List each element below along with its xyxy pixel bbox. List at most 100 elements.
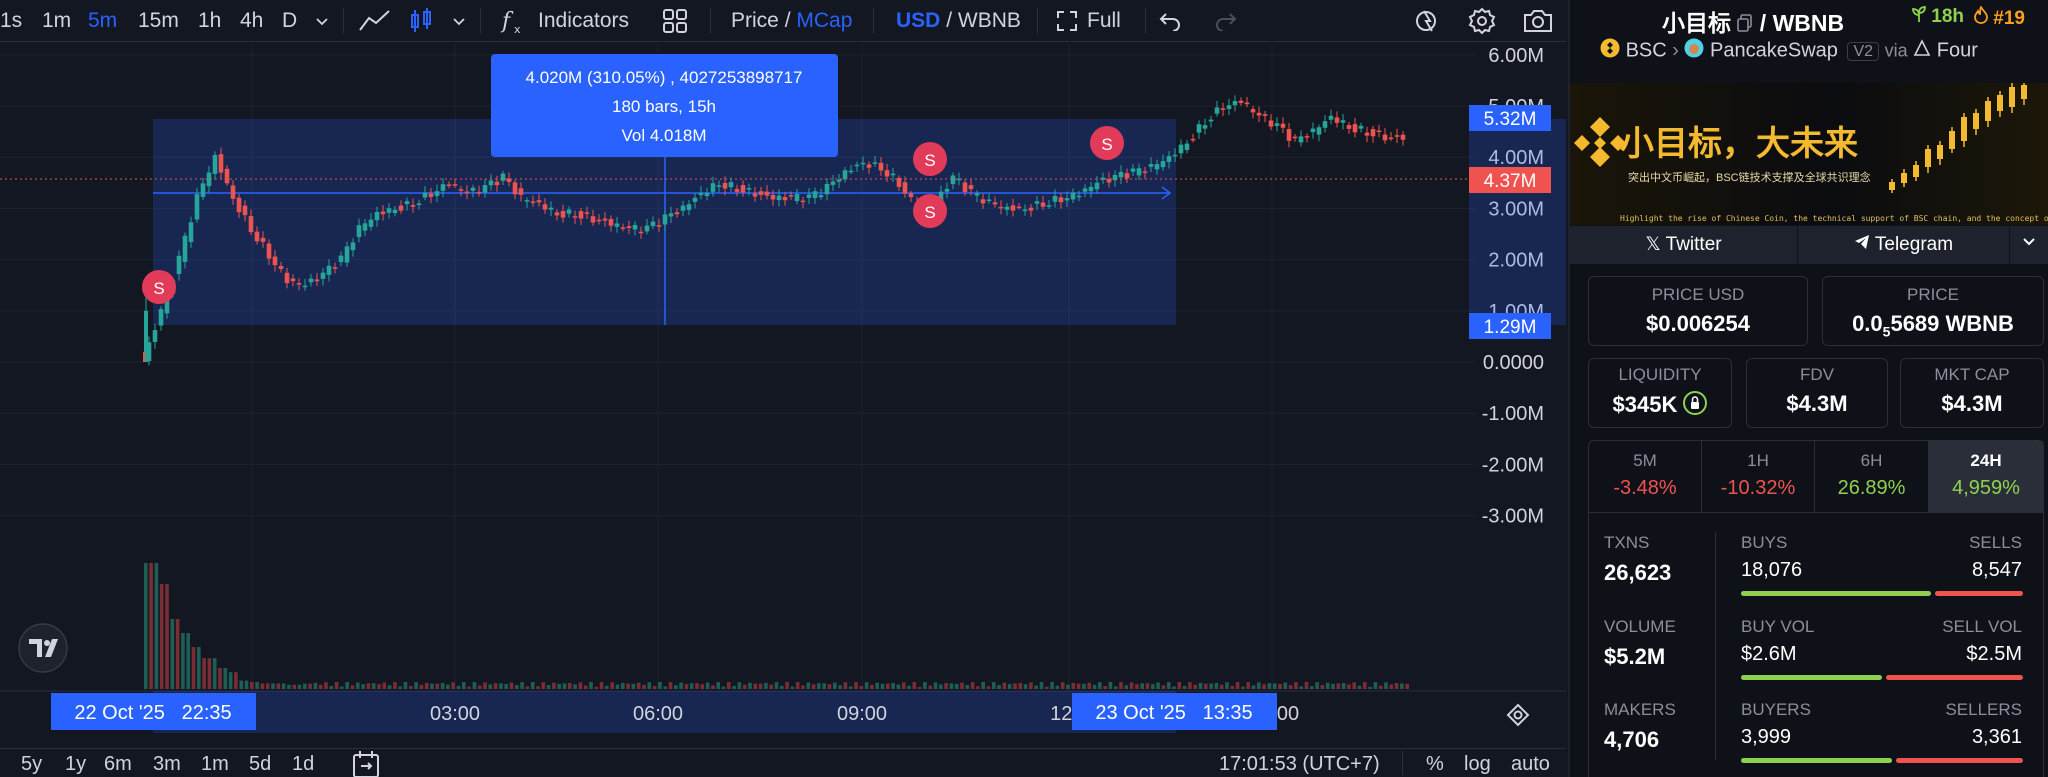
line-chart-icon[interactable] [358,0,392,42]
screenshot-camera-icon[interactable] [1522,0,1554,42]
interval-1h[interactable]: 1h [198,9,222,32]
x-logo-icon: 𝕏 [1645,234,1661,255]
volume-bar [1145,683,1150,689]
volume-bar [742,684,747,689]
volume-bar [954,683,959,689]
price-toggle[interactable]: Price / MCap [731,0,852,42]
telegram-button[interactable]: Telegram [1799,226,2008,264]
sell-marker[interactable]: S [913,194,947,228]
launchpad-name[interactable]: Four [1936,39,1978,62]
volume-bar [668,682,673,689]
change-tab-24h[interactable]: 24H 4,959% [1929,441,2043,513]
currency-toggle[interactable]: USD / WBNB [896,0,1021,42]
fullscreen-icon[interactable] [1056,0,1078,42]
change-tab-6h[interactable]: 6H 26.89% [1815,441,1929,513]
volume-bar [674,685,678,689]
candle-body [158,309,164,326]
volume-bar [1103,686,1107,689]
sell-marker[interactable]: S [1090,126,1124,160]
candle-body [218,154,224,173]
candle-body [326,265,332,275]
candle-body [1106,179,1112,183]
candle-body [740,185,746,193]
candle-body [938,191,944,203]
volume-bar [992,682,996,689]
layout-grid-icon[interactable] [662,0,688,42]
change-6h-label: 6H [1860,451,1883,470]
volume-bar [891,682,895,689]
settings-gear-icon[interactable] [1468,0,1496,42]
volume-bar [451,682,455,689]
sell-marker[interactable]: S [142,270,176,304]
chart-type-dropdown-icon[interactable] [451,0,467,42]
twitter-button[interactable]: 𝕏 Twitter [1570,226,1798,264]
range-5d[interactable]: 5d [249,753,272,775]
range-1d[interactable]: 1d [292,753,315,775]
more-links-chevron-down-icon[interactable] [2009,226,2048,264]
interval-4h[interactable]: 4h [240,9,264,32]
volume-bar [907,685,911,689]
volume-bar [387,685,392,689]
candle-body [200,183,206,197]
auto-scale-toggle[interactable]: auto [1511,753,1550,775]
candle-body [272,256,278,266]
candle-body [434,191,440,197]
interval-1m[interactable]: 1m [42,9,72,32]
buyers-ratio-bar [1741,758,1892,763]
interval-5m[interactable]: 5m [88,9,118,32]
candle-body [1034,201,1040,204]
log-scale-toggle[interactable]: log [1464,753,1491,775]
clock-readout[interactable]: 17:01:53 (UTC+7) [1219,753,1380,775]
volume-bar [1378,685,1383,689]
interval-dropdown-icon[interactable] [314,0,330,42]
indicators-button[interactable]: Indicators [538,9,630,32]
change-tab-1h[interactable]: 1H -10.32% [1702,441,1815,513]
volume-bar [541,682,546,689]
token-banner[interactable]: 小目标，大未来 突出中文币崛起，BSC链技术支撑及全球共识理念 Highligh… [1570,83,2048,225]
range-5y[interactable]: 5y [21,753,43,775]
sell-marker[interactable]: S [913,142,947,176]
change-5m-value: -3.48% [1613,477,1677,499]
range-1y[interactable]: 1y [65,753,87,775]
fullscreen-button[interactable]: Full [1087,9,1121,32]
change-tab-5m[interactable]: 5M -3.48% [1589,441,1702,513]
range-1m[interactable]: 1m [201,753,229,775]
goto-date-calendar-icon[interactable] [352,751,380,777]
volume-bar [1087,682,1091,689]
interval-1s[interactable]: 1s [0,9,23,32]
range-3m[interactable]: 3m [153,753,181,775]
volume-bar [981,682,985,689]
candle-body [656,225,662,227]
quick-search-icon[interactable] [1414,0,1442,42]
candle-body [704,192,710,197]
undo-icon[interactable] [1158,0,1182,42]
chart-grid [0,43,1476,691]
interval-d[interactable]: D [282,9,298,32]
chart-canvas[interactable]: 6.00M5.00M4.00M3.00M2.00M1.00M0.0000-1.0… [0,43,1566,743]
tradingview-logo-icon[interactable] [18,623,68,673]
volume-bar [764,682,768,689]
dex-name[interactable]: PancakeSwap [1710,39,1838,62]
change-24h-label: 24H [1970,451,2002,470]
sell-marker-label: S [153,279,164,298]
percent-scale-toggle[interactable]: % [1426,753,1444,775]
candle-body [1346,125,1352,129]
price-chart[interactable]: 6.00M5.00M4.00M3.00M2.00M1.00M0.0000-1.0… [0,43,1566,733]
range-6m[interactable]: 6m [104,753,132,775]
candle-body [602,218,608,221]
candle-body [422,192,428,198]
candles-icon[interactable] [408,0,434,42]
copy-icon[interactable] [1737,11,1753,38]
mktcap-value: $4.3M [1941,391,2003,416]
volume-value: $5.2M [1604,644,1666,669]
chain-name[interactable]: BSC [1625,39,1667,62]
candle-body [1118,171,1124,178]
lock-icon[interactable] [1683,391,1708,421]
volume-bar [1288,685,1293,689]
interval-15m[interactable]: 15m [138,9,179,32]
axis-settings-icon[interactable] [1506,703,1530,727]
trending-rank[interactable]: #19 [1974,4,2025,30]
candle-body [554,212,560,216]
volume-bar [732,685,736,689]
